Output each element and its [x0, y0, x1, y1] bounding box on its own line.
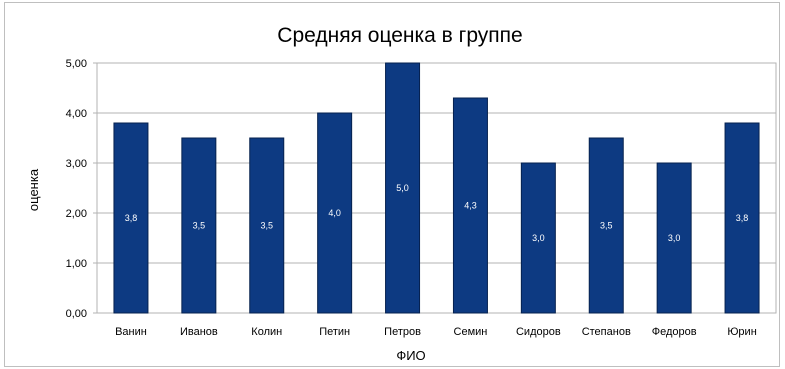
y-tick-label: 3,00	[66, 158, 87, 170]
bar	[113, 122, 149, 314]
y-tick-label: 4,00	[66, 108, 87, 120]
y-tick-labels: 0,00 1,00 2,00 3,00 4,00 5,00	[66, 58, 87, 320]
x-tick-label: Федоров	[652, 326, 697, 338]
x-tick-label: Колин	[251, 326, 282, 338]
plot-border	[96, 62, 777, 314]
data-label: 4,3	[464, 201, 477, 211]
bar	[656, 162, 692, 314]
y-tick-label: 5,00	[66, 58, 87, 70]
bar	[249, 137, 285, 314]
bar	[317, 112, 353, 314]
data-label: 5,0	[396, 183, 409, 193]
bar	[452, 97, 488, 314]
data-label: 3,0	[532, 233, 545, 243]
data-label: 3,5	[260, 221, 273, 231]
data-label: 4,0	[328, 208, 341, 218]
x-tick-label: Юрин	[727, 326, 756, 338]
plot-area	[96, 62, 777, 314]
x-tick-label: Семин	[454, 326, 488, 338]
y-tick-label: 2,00	[66, 208, 87, 220]
x-tick-label: Степанов	[582, 326, 631, 338]
data-label: 3,0	[668, 233, 681, 243]
bar	[588, 137, 624, 314]
data-label: 3,8	[736, 213, 749, 223]
x-tick-label: Сидоров	[516, 326, 561, 338]
y-tick-label: 0,00	[66, 308, 87, 320]
y-axis-title: оценка	[26, 168, 41, 211]
chart-title: Средняя оценка в группе	[277, 24, 522, 47]
y-tick-label: 1,00	[66, 258, 87, 270]
x-axis-title: ФИО	[396, 348, 425, 363]
x-tick-labels: Ванин Иванов Колин Петин Петров Семин Сидоров С…	[115, 326, 757, 338]
data-label: 3,8	[125, 213, 138, 223]
bar	[181, 137, 217, 314]
data-label: 3,5	[193, 221, 206, 231]
bars	[113, 62, 760, 314]
x-tick-label: Ванин	[115, 326, 147, 338]
x-tick-label: Иванов	[180, 326, 218, 338]
bar	[385, 62, 421, 314]
data-label: 3,5	[600, 221, 613, 231]
bar	[520, 162, 556, 314]
x-tick-label: Петин	[319, 326, 350, 338]
bar	[724, 122, 760, 314]
data-labels: 3,8 3,5 3,5 4,0 5,0 4,3 3,0 3,5 3,0 3,8	[125, 183, 749, 243]
x-tick-label: Петров	[384, 326, 421, 338]
